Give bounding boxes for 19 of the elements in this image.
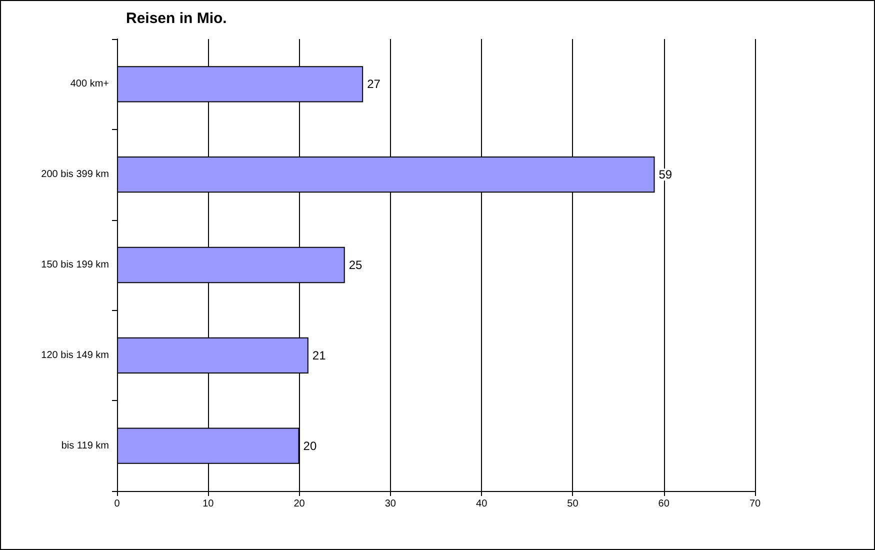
data-label: 27	[367, 77, 381, 92]
x-tick-label: 70	[749, 498, 761, 510]
data-label: 59	[658, 168, 672, 182]
x-tick-label: 40	[476, 498, 488, 510]
y-tick-label: 120 bis 149 km	[41, 350, 109, 361]
y-tick-label: 200 bis 399 km	[41, 169, 109, 180]
x-tick-label: 60	[658, 498, 670, 510]
chart-title: Reisen in Mio.	[126, 10, 227, 27]
data-label: 25	[348, 258, 363, 272]
data-label: 20	[303, 438, 317, 453]
x-tick-label: 20	[294, 498, 306, 510]
x-tick-label: 30	[384, 498, 396, 510]
x-tick-label: 10	[202, 498, 214, 510]
y-tick-label: 400 km+	[70, 78, 110, 90]
y-tick-label: 150 bis 199 km	[41, 260, 109, 270]
x-tick-label: 0	[114, 498, 120, 510]
x-tick-label: 50	[567, 498, 579, 510]
data-label: 21	[312, 348, 326, 362]
y-tick-label: bis 119 km	[61, 440, 109, 452]
